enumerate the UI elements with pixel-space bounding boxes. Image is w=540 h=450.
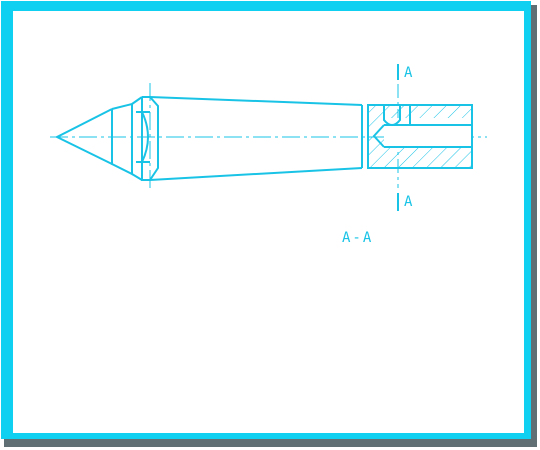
- neck-edge-top: [131, 96, 143, 105]
- neck-edge-bottom: [131, 173, 143, 181]
- collar-arc: [141, 111, 149, 163]
- section-marker-top: A: [404, 65, 413, 81]
- section-label: A-A: [342, 230, 373, 246]
- shank-top-edge: [149, 96, 363, 106]
- bore-cone: [372, 124, 385, 148]
- slot-profile: [383, 105, 401, 126]
- cone-tip: [54, 108, 113, 165]
- drawing-sheet: [13, 11, 524, 433]
- end-outline: [367, 104, 473, 169]
- shank-bottom-edge: [149, 167, 363, 181]
- lathe-center-part: [50, 64, 487, 211]
- section-marker-bottom: A: [404, 194, 413, 210]
